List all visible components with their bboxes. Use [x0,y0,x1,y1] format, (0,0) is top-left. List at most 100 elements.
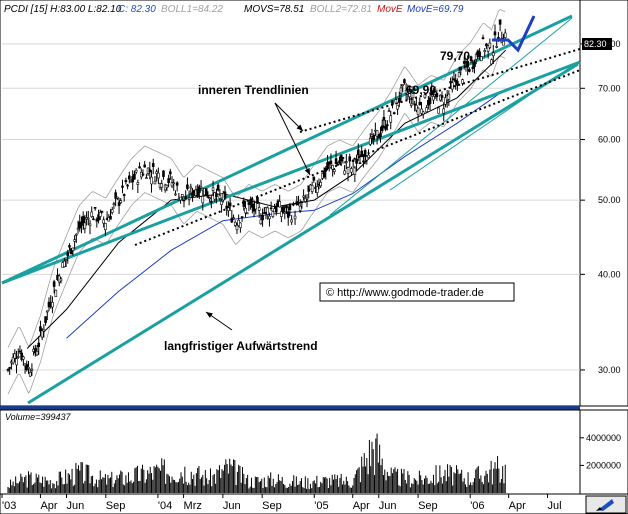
price-bar [360,150,364,157]
price-bar [52,281,56,287]
price-bar [11,356,15,364]
annotation-arrows [205,15,536,331]
price-bar [148,169,152,173]
price-bar [379,132,382,137]
price-bar [363,150,367,157]
price-bar [399,87,403,94]
price-bar [386,124,389,127]
price-bar [382,116,386,121]
price-bar [420,108,423,114]
price-bar [206,196,210,198]
price-bar [462,61,466,64]
price-bar [391,100,394,105]
trend-channel [1,14,581,405]
price-bar [493,31,497,36]
price-bar [430,90,434,96]
price-bar [232,217,235,220]
price-bar [298,205,302,211]
price-bar [133,173,136,180]
price-bar [22,356,25,360]
channel-upper-line [1,60,581,285]
price-bar [151,163,155,167]
date-tick-label: Jul [548,500,562,512]
price-bar [343,170,346,175]
price-bar [485,43,488,47]
price-bar [456,81,459,86]
price-bar [189,186,193,189]
price-bar [18,350,22,353]
price-bar [245,212,249,215]
copyright-box [319,282,515,302]
inner-trendline-upper [299,48,581,133]
price-bar [488,42,492,48]
price-bar [172,182,176,185]
date-tick-label: Apr [40,500,57,512]
price-bar [498,19,502,25]
price-bar [182,199,186,202]
price-bar [13,353,17,359]
price-bar [338,160,341,164]
header-movs: MOVS=78.51 [244,4,304,15]
price-bar [254,202,258,210]
price-bar [117,202,121,206]
price-bar [110,209,114,213]
price-bar [269,207,273,210]
arrow-longterm-head [206,312,213,318]
price-bar [415,105,418,111]
date-tick-label: Mrz [184,500,202,512]
price-bar [353,167,357,175]
price-bar [86,217,90,220]
label-7970: 79,70 [440,49,470,63]
date-tick-label: Sep [262,500,282,512]
price-bar [490,59,493,65]
price-bar [280,211,283,217]
price-bar [495,46,498,48]
price-bar [215,193,218,198]
price-bar [389,115,393,123]
price-bar [15,358,18,366]
price-bar [322,170,326,178]
channel-top-line [1,14,573,285]
price-bar [76,227,80,230]
price-bar [452,78,456,81]
price-bar [54,289,58,297]
price-bar [233,222,237,226]
price-bar [28,372,32,377]
price-bar [334,158,338,165]
price-bar [300,201,304,203]
price-bar [261,214,264,221]
price-bar [348,156,352,162]
price-bar [293,215,297,220]
price-bar [6,369,10,371]
price-bar [39,326,42,332]
price-bar [358,162,362,165]
price-bar [362,160,365,163]
panel-separator [0,406,580,410]
price-bar [302,195,305,198]
price-bar [134,169,138,173]
price-bar [104,223,107,231]
price-bar [444,97,447,105]
header-boll1: BOLL1=84.22 [161,4,223,15]
price-bar [372,134,375,141]
price-bar [97,214,100,221]
price-bar [157,172,160,179]
price-bar [239,222,242,228]
price-bar [180,194,184,198]
price-bar [8,367,11,369]
price-bar [210,201,213,203]
price-bar [40,330,44,338]
arrow-inner-upper-head [296,124,303,131]
date-tick-label: Sep [106,500,126,512]
price-bar [116,196,119,199]
price-bar [481,37,485,39]
drawing-tool-icon[interactable] [585,495,627,514]
price-bar [257,207,261,211]
price-bar [162,170,165,177]
volume-label: Volume=399437 [5,412,71,422]
price-bar [351,159,355,162]
price-tick-label: 50.00 [598,195,621,205]
price-bar [80,222,83,226]
price-bar [88,223,92,227]
price-bar [416,107,420,116]
